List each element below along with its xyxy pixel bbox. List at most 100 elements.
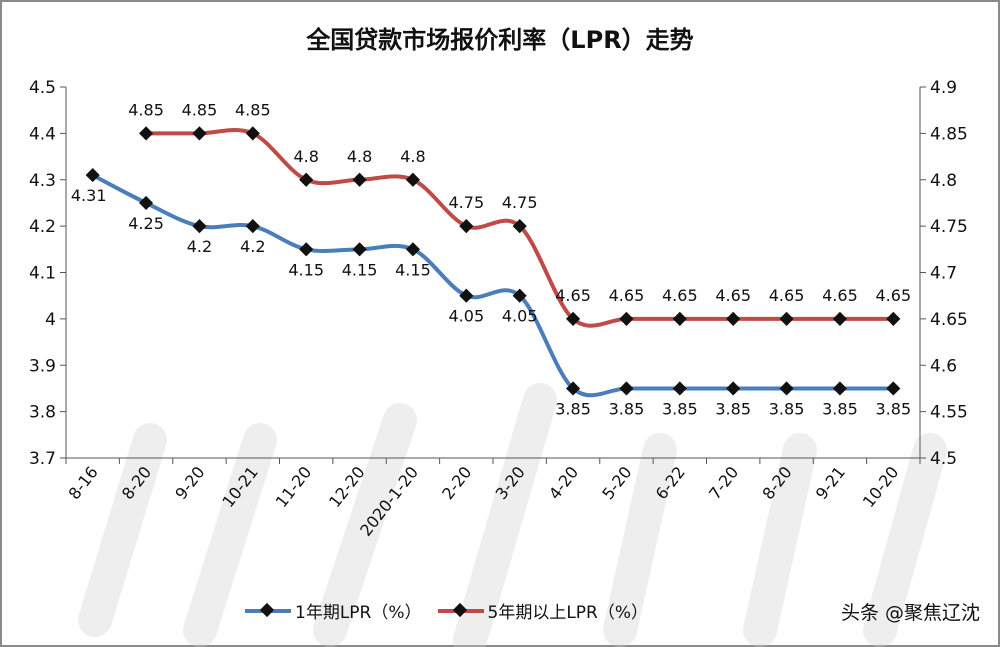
data-label: 3.85 (769, 399, 805, 418)
data-label: 4.15 (395, 260, 431, 279)
data-label: 4.65 (609, 286, 645, 305)
data-point-marker (726, 381, 741, 396)
data-point-marker (85, 168, 100, 183)
data-label: 4.8 (293, 147, 318, 166)
x-tick-label: 10-20 (859, 463, 903, 511)
y-right-tick-label: 4.8 (930, 171, 957, 191)
y-right-tick-label: 4.5 (930, 449, 957, 469)
data-point-marker (352, 242, 367, 257)
data-label: 3.85 (876, 399, 912, 418)
data-point-marker (726, 311, 741, 326)
x-tick-label: 5-20 (598, 463, 635, 503)
x-tick-label: 7-20 (705, 463, 742, 503)
y-left-tick-label: 4.1 (29, 264, 56, 284)
data-point-marker (352, 172, 367, 187)
data-label: 4.2 (240, 237, 265, 256)
data-point-marker (672, 381, 687, 396)
data-label: 3.85 (662, 399, 698, 418)
data-label: 4.8 (400, 147, 425, 166)
x-tick-label: 11-20 (272, 463, 316, 511)
data-point-marker (565, 311, 581, 326)
data-point-marker (299, 242, 314, 257)
y-left-tick-label: 3.8 (29, 403, 56, 423)
x-tick-label: 2-20 (438, 463, 475, 503)
credit-text: 头条 @聚焦辽沈 (840, 602, 980, 624)
data-label: 4.05 (502, 307, 538, 326)
data-label: 3.85 (715, 399, 751, 418)
y-left-tick-label: 4.3 (29, 171, 56, 191)
data-point-marker (245, 126, 260, 141)
data-label: 4.65 (822, 286, 858, 305)
y-right-tick-label: 4.7 (930, 264, 957, 284)
data-point-marker (779, 311, 794, 326)
chart-title: 全国贷款市场报价利率（LPR）走势 (306, 26, 694, 54)
watermark-logo (78, 383, 947, 647)
data-point-marker (832, 381, 848, 396)
legend-swatch-1y (245, 601, 291, 621)
y-right-tick-label: 4.75 (930, 217, 968, 237)
legend: 1年期LPR（%） 5年期以上LPR（%） (245, 598, 648, 623)
series-line-1y (91, 173, 894, 398)
data-point-marker (886, 311, 901, 326)
data-label: 4.8 (347, 147, 372, 166)
y-left-tick-label: 4 (45, 310, 56, 330)
data-point-marker (192, 126, 207, 141)
legend-item-1y: 1年期LPR（%） (245, 598, 422, 623)
x-tick-label: 9-20 (171, 463, 208, 503)
data-point-marker (886, 381, 901, 396)
data-label: 4.15 (342, 260, 378, 279)
data-point-marker (459, 288, 474, 303)
legend-label-1y: 1年期LPR（%） (295, 603, 422, 623)
data-label: 4.65 (715, 286, 751, 305)
data-label: 3.85 (822, 399, 858, 418)
data-label: 4.65 (555, 286, 591, 305)
data-point-marker (779, 381, 794, 396)
data-point-marker (245, 219, 260, 234)
legend-label-5y: 5年期以上LPR（%） (487, 603, 649, 623)
x-tick-label: 4-20 (545, 463, 582, 503)
data-label: 4.05 (449, 307, 485, 326)
data-label: 4.31 (71, 186, 107, 205)
legend-item-5y: 5年期以上LPR（%） (437, 598, 649, 623)
data-label: 4.65 (769, 286, 805, 305)
data-point-marker (619, 311, 634, 326)
y-right-tick-label: 4.55 (930, 403, 968, 423)
data-point-marker (299, 172, 314, 187)
y-right-tick-label: 4.6 (930, 356, 957, 376)
y-left-tick-label: 3.7 (29, 449, 56, 469)
data-label: 4.65 (662, 286, 698, 305)
y-right-tick-label: 4.85 (930, 124, 968, 144)
data-label: 4.75 (502, 193, 538, 212)
y-right-tick-label: 4.65 (930, 310, 968, 330)
data-point-marker (405, 172, 421, 187)
data-point-marker (138, 195, 154, 211)
data-label: 4.25 (128, 214, 164, 233)
data-point-marker (405, 242, 421, 257)
data-point-marker (672, 311, 687, 326)
data-label: 4.85 (235, 100, 271, 119)
data-point-marker (459, 219, 474, 234)
data-point-marker (832, 311, 848, 326)
data-point-marker (619, 381, 634, 396)
legend-swatch-5y (437, 601, 484, 621)
data-point-marker (138, 126, 154, 141)
data-label: 4.85 (128, 100, 164, 119)
data-point-marker (565, 381, 581, 396)
data-point-marker (512, 219, 527, 234)
data-point-marker (192, 219, 207, 234)
y-left-tick-label: 4.2 (29, 217, 56, 237)
data-label: 4.85 (182, 100, 218, 119)
data-label: 4.65 (876, 286, 912, 305)
data-point-marker (512, 288, 527, 303)
data-label: 4.75 (449, 193, 485, 212)
y-right-tick-label: 4.9 (930, 78, 957, 98)
x-tick-label: 9-21 (812, 463, 849, 503)
x-tick-label: 8-16 (65, 463, 102, 503)
data-label: 3.85 (609, 399, 645, 418)
y-left-tick-label: 4.5 (29, 78, 56, 98)
y-left-tick-label: 3.9 (29, 356, 56, 376)
data-label: 3.85 (555, 399, 591, 418)
